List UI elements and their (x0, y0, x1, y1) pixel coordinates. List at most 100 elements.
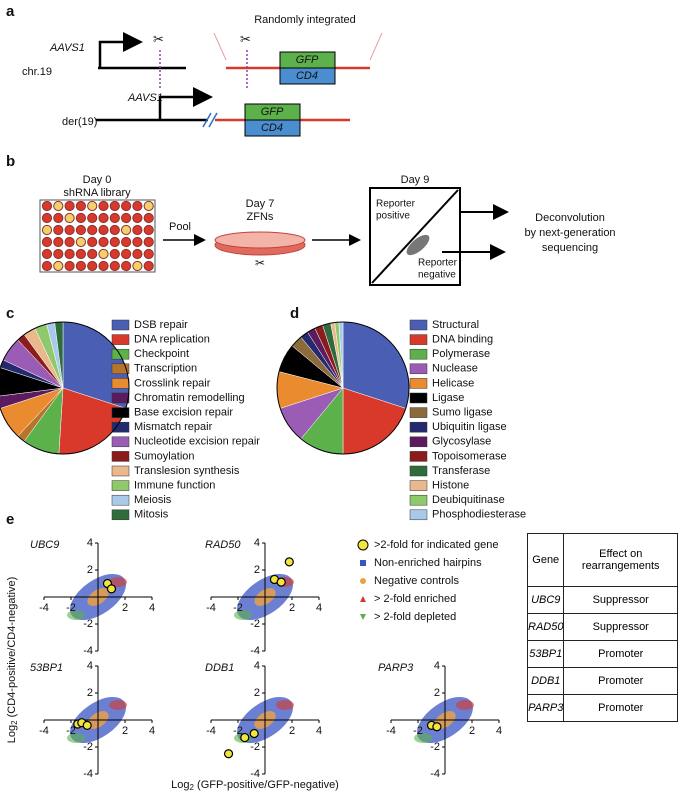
legend-label: Immune function (134, 480, 215, 492)
axis-title-sub: 2 (10, 720, 19, 725)
promoter-arrow (158, 87, 213, 120)
cd4-label: CD4 (296, 70, 318, 82)
y-tick-label: -4 (250, 768, 260, 780)
table-row: DDB1 Promoter (526, 667, 678, 695)
well (41, 260, 53, 272)
x-tick-label: 2 (122, 602, 128, 614)
legend-label: Transferase (432, 465, 490, 477)
gene-point (82, 720, 92, 731)
well (132, 236, 143, 248)
pie-outline (0, 321, 130, 455)
legend-swatch (111, 480, 130, 491)
scissors: ✂ (240, 31, 251, 46)
y-tick-label: -4 (430, 768, 440, 780)
gene-point (106, 584, 117, 594)
panel-label: b (6, 153, 15, 170)
header-cell: Effect on rearrangements (563, 533, 678, 587)
legend-swatch (409, 407, 428, 418)
x-tick-label: 2 (289, 725, 295, 737)
x-tick-label: -4 (386, 725, 396, 737)
gene-point (284, 557, 294, 567)
well (121, 260, 132, 272)
enriched-cloud (456, 700, 474, 710)
legend-swatch (409, 319, 428, 331)
effect-cell: Promoter (563, 640, 678, 668)
well (109, 236, 120, 248)
gene-cell: UBC9 (526, 586, 565, 614)
gate-label: Reporter (376, 199, 416, 210)
x-axis-title: Log2 (GFP-positive/GFP-negative) (171, 779, 339, 792)
axis-title-part: Log (6, 725, 18, 743)
zoom-line (369, 32, 383, 61)
y-tick-label: 4 (254, 537, 260, 549)
well (75, 248, 87, 260)
well (143, 200, 154, 212)
well (53, 236, 64, 248)
y-tick-label: 4 (87, 537, 93, 549)
well (64, 224, 75, 236)
x-tick-label: -4 (206, 725, 216, 737)
x-tick-label: 4 (316, 602, 322, 614)
day-label: Day 7 (246, 198, 275, 210)
legend-swatch (111, 451, 130, 462)
effect-cell: Suppressor (563, 586, 678, 614)
cd4-box (244, 119, 301, 137)
y-tick-label: 2 (87, 564, 93, 576)
cd4-label: CD4 (261, 122, 283, 134)
axis-title-part: (CD4-positive/CD4-negative) (6, 577, 18, 721)
legend-label: Structural (432, 319, 479, 331)
legend-key (360, 596, 366, 602)
legend-key (360, 614, 366, 620)
y-tick-label: 4 (87, 660, 93, 672)
x-tick-label: -4 (39, 602, 49, 614)
legend-swatch (409, 436, 428, 448)
zfn-label: ZFNs (247, 211, 274, 223)
legend-swatch (111, 509, 130, 521)
x-tick-label: -2 (233, 602, 243, 614)
well (109, 224, 120, 236)
legend-label: Ubiquitin ligase (432, 421, 507, 433)
well (41, 236, 53, 248)
well (87, 248, 98, 260)
well (53, 224, 64, 236)
header-cell: Gene (526, 533, 565, 587)
well (132, 200, 143, 212)
well (132, 212, 143, 224)
gene-cell: 53BP1 (526, 640, 565, 668)
legend-swatch (409, 392, 428, 404)
table-row: UBC9 Suppressor (526, 586, 678, 614)
legend-swatch (409, 465, 428, 477)
y-tick-label: 2 (434, 687, 440, 699)
well (132, 248, 143, 260)
random-label: Randomly integrated (254, 14, 356, 26)
x-tick-label: 2 (122, 725, 128, 737)
well (41, 224, 53, 236)
well (98, 224, 109, 236)
table-header: Gene Effect on rearrangements (526, 533, 678, 587)
axis-title-part: (GFP-positive/GFP-negative) (194, 779, 339, 791)
well (109, 212, 120, 224)
legend-label: Translesion synthesis (134, 465, 240, 477)
der-label: der(19) (62, 116, 97, 128)
legend-swatch (111, 436, 130, 448)
well (132, 224, 143, 236)
well (41, 212, 53, 224)
y-tick-label: -2 (250, 618, 260, 630)
cd4-box (279, 67, 336, 85)
well (109, 248, 120, 260)
x-tick-label: 4 (496, 725, 502, 737)
y-tick-label: 2 (87, 687, 93, 699)
cell-cloud (406, 234, 430, 256)
well (41, 248, 53, 260)
y-tick-label: 4 (254, 660, 260, 672)
legend-label: Histone (432, 480, 469, 492)
library-label: shRNA library (63, 187, 131, 199)
well (64, 200, 75, 212)
well (143, 224, 154, 236)
y-tick-label: -2 (250, 741, 260, 753)
legend-swatch (409, 509, 428, 521)
well (132, 260, 143, 272)
well (121, 200, 132, 212)
legend-swatch (111, 407, 130, 418)
effect-cell: Promoter (563, 694, 678, 722)
